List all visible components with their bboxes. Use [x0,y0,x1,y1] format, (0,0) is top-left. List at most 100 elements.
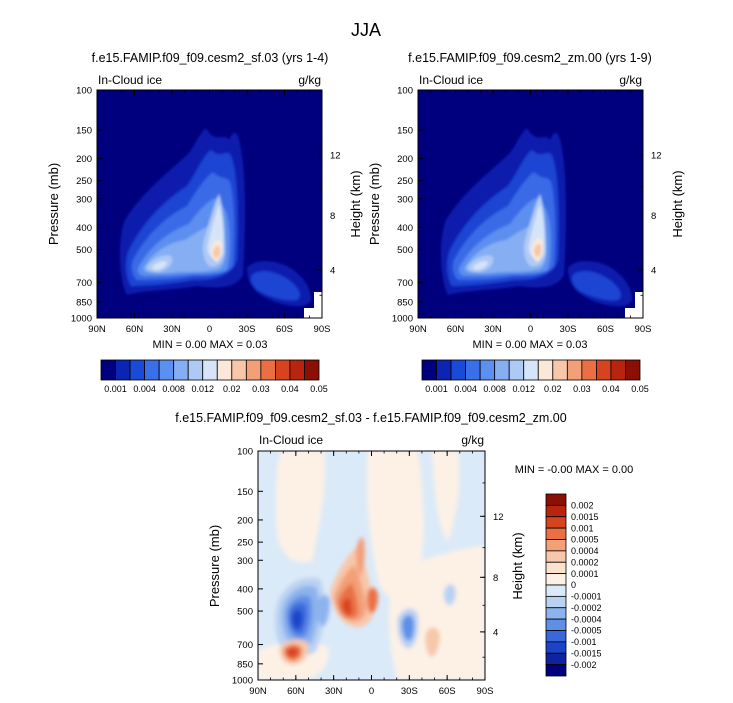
y-tick-label: 300 [237,556,253,567]
colorbar-label: 0.012 [191,384,214,394]
y-tick-label: 1000 [392,314,413,325]
colorbar-swatch [158,359,175,381]
contour-positive [342,598,352,615]
y-tick-label: 1000 [71,314,92,325]
colorbar-label: 0.002 [571,501,594,511]
x-tick-label: 0 [207,324,212,335]
x-tick-label: 30N [325,686,343,697]
missing-data-corner [635,292,643,318]
colorbar-label: 0.03 [573,384,591,394]
x-tick-label: 90N [409,324,427,335]
y-right-tick-label: 8 [493,573,498,584]
x-tick-label: 30S [239,324,256,335]
y-tick-label: 500 [237,607,253,618]
panel-difference: f.e15.FAMIP.f09_f09.cesm2_sf.03 - f.e15.… [175,411,633,697]
colorbar-label: 0.0015 [571,512,599,522]
colorbar-swatch [465,359,481,381]
x-tick-label: 60N [126,324,144,335]
colorbar-label: 0.0005 [571,535,599,545]
y-tick-label: 100 [76,86,92,97]
x-tick-label: 0 [369,686,374,697]
min-max-readout: MIN = -0.00 MAX = 0.00 [515,464,634,476]
colorbar-swatch [581,359,597,381]
colorbar-label: 0.02 [544,384,562,394]
x-tick-label: 90N [88,324,106,335]
colorbar-swatch [260,359,276,381]
colorbar-swatch [245,359,262,381]
y-right-tick-label: 12 [330,151,341,162]
x-tick-label: 60N [447,324,465,335]
colorbar-label: 0.012 [512,384,535,394]
contour-level-9 [213,245,221,258]
x-tick-label: 60S [276,324,293,335]
x-tick-label: 30S [401,686,418,697]
colorbar-label: 0.04 [602,384,620,394]
colorbar-swatch [545,595,567,609]
panel-zm00: f.e15.FAMIP.f09_f09.cesm2_zm.00 (yrs 1-9… [367,51,685,351]
y-tick-label: 150 [76,126,92,137]
colorbar-swatch [100,359,116,381]
panel-right-label: g/kg [461,433,484,447]
y-tick-label: 150 [397,126,413,137]
colorbar-label: 0.001 [104,384,127,394]
colorbar-swatch [545,550,567,563]
colorbar-label: 0.03 [252,384,270,394]
y-tick-label: 150 [237,487,253,498]
y-right-tick-label: 4 [330,266,335,277]
y-tick-label: 700 [237,640,253,651]
panel-left-label: In-Cloud ice [419,73,483,87]
y-tick-label: 850 [76,297,92,308]
colorbar-label: -0.0005 [571,626,602,636]
y-axis-label: Pressure (mb) [207,525,222,607]
colorbar-label: -0.0004 [571,614,602,624]
contour-positive-weak [275,451,325,563]
page-title: JJA [351,20,381,40]
y-tick-label: 200 [237,515,253,526]
y-tick-label: 400 [237,584,253,595]
colorbar-swatch [545,573,567,586]
colorbar-label: -0.0015 [571,648,602,658]
contour-field [258,451,485,680]
min-max-readout: MIN = 0.00 MAX = 0.03 [473,339,588,351]
contour-positive [425,627,440,657]
colorbar-swatch [274,359,291,381]
colorbar-sf03: 0.001 0.004 0.008 0.012 0.02 0.03 0.04 0.05 [100,359,328,394]
y-right-tick-label: 4 [651,266,656,277]
y-axis-label: Pressure (mb) [367,163,382,245]
y-tick-label: 300 [397,194,413,205]
colorbar-swatch [596,359,612,381]
y-right-axis-label: Height (km) [670,170,685,237]
colorbar-swatch [129,359,145,381]
colorbar-swatch [479,359,496,381]
y-right-tick-label: 12 [651,151,662,162]
colorbar-label: 0.001 [571,523,594,533]
contour-negative [317,595,330,627]
panel-left-label: In-Cloud ice [98,73,162,87]
y-tick-label: 250 [237,538,253,549]
colorbar-swatch [545,527,567,540]
y-tick-label: 100 [237,447,253,458]
colorbar-swatch [421,359,437,381]
missing-data-corner [304,308,322,318]
colorbar-swatch [545,607,567,620]
contour-negative-weak [443,584,456,606]
contour-positive [366,587,378,614]
y-tick-label: 500 [397,245,413,256]
colorbar-swatch [216,359,233,381]
x-tick-label: 90S [635,324,652,335]
contour-positive [286,647,298,657]
min-max-readout: MIN = 0.00 MAX = 0.03 [153,339,268,351]
colorbar-swatch [545,584,567,597]
y-tick-label: 250 [76,176,92,187]
x-tick-label: 60S [439,686,456,697]
colorbar-swatch [566,359,583,381]
colorbar-swatch [231,359,247,381]
colorbar-label: 0.0004 [571,546,599,556]
panel-right-label: g/kg [298,73,321,87]
colorbar-swatch [552,359,568,381]
colorbar-label: 0.0001 [571,569,599,579]
y-right-tick-label: 8 [330,211,335,222]
y-tick-label: 400 [76,223,92,234]
